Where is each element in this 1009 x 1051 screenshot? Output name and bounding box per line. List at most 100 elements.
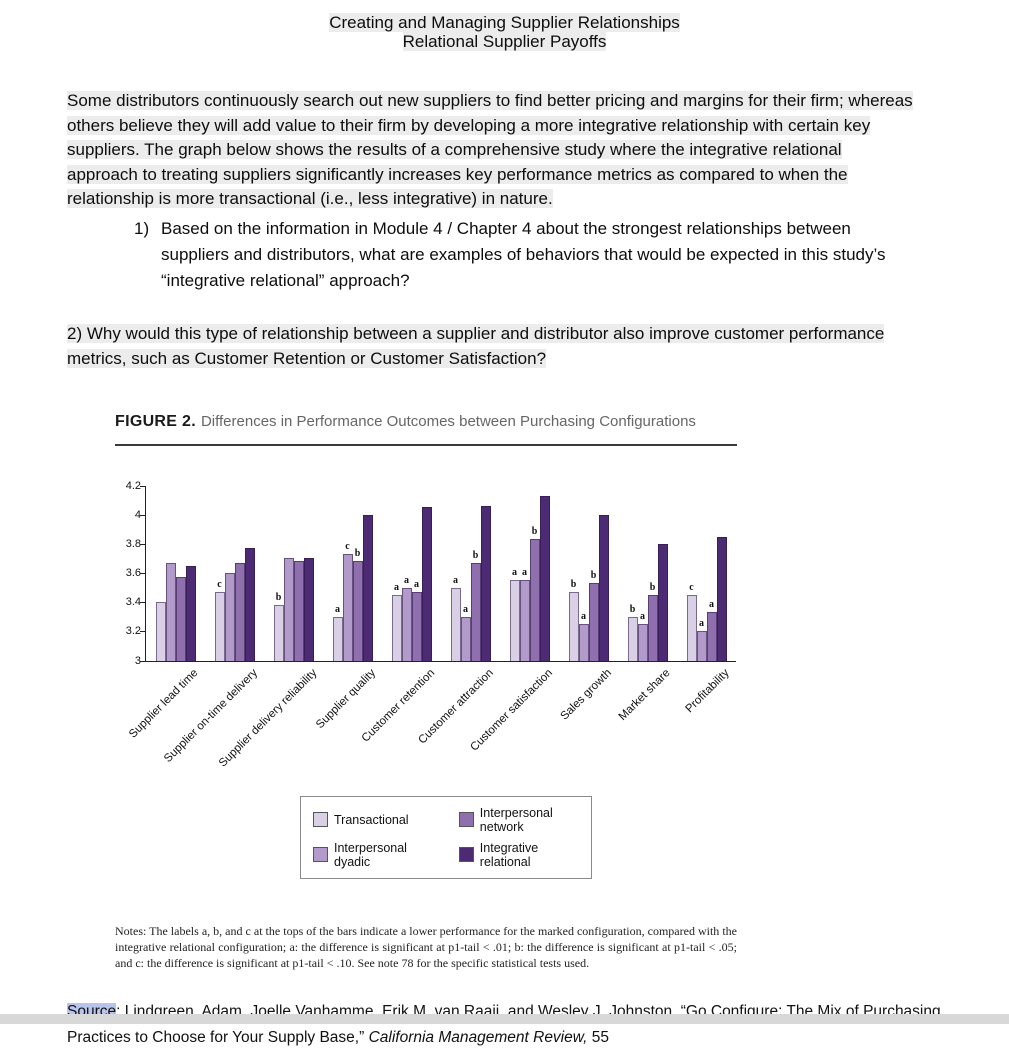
bar-integrative-relational	[716, 536, 727, 661]
significance-letter: b	[629, 603, 636, 615]
legend-swatch-icon	[313, 812, 328, 827]
significance-letter: b	[649, 581, 656, 593]
y-tick-label: 3.6	[125, 567, 141, 579]
significance-letter: c	[217, 578, 222, 590]
significance-letter: a	[414, 578, 419, 590]
y-tick-label: 4.2	[125, 479, 141, 492]
significance-letter: a	[394, 581, 399, 593]
significance-letter: a	[463, 603, 468, 615]
significance-letter: c	[689, 581, 694, 593]
significance-letter: a	[404, 574, 409, 586]
bar-integrative-relational	[185, 565, 196, 661]
bar-interpersonal-dyadic	[342, 554, 353, 661]
significance-letter: a	[640, 611, 645, 623]
bar-interpersonal-network	[647, 594, 658, 661]
source-issue: 55	[587, 1028, 609, 1046]
figure-caption-text: Differences in Performance Outcomes betw…	[200, 412, 696, 430]
chart-y-axis: 3 3.2 3.4 3.6 3.8 4 4.2	[115, 480, 141, 667]
source-journal: California Management Review,	[368, 1028, 588, 1046]
y-tick-label: 3.4	[125, 596, 141, 609]
legend-label: Interpersonal network	[479, 805, 553, 834]
source-citation: Source: Lindgreen, Adam, Joelle Vanhamme…	[67, 999, 947, 1051]
question-1-marker: 1)	[134, 218, 150, 238]
bar-transactional	[273, 605, 284, 661]
page-title-line1-text: Creating and Managing Supplier Relations…	[329, 13, 680, 32]
significance-letter: a	[581, 611, 586, 623]
y-tick-mark	[140, 543, 146, 545]
significance-letter: b	[570, 578, 577, 590]
bar-interpersonal-network	[411, 591, 422, 661]
bar-interpersonal-dyadic	[283, 558, 294, 661]
bar-interpersonal-dyadic	[401, 587, 412, 661]
significance-letter: b	[354, 548, 361, 560]
bar-transactional	[391, 594, 402, 661]
significance-letter: a	[709, 599, 714, 611]
significance-letter: c	[345, 541, 350, 553]
y-tick-label: 3.8	[125, 537, 141, 550]
bar-interpersonal-network	[529, 539, 540, 661]
question-1-text: Based on the information in Module 4 / C…	[161, 218, 886, 290]
bar-interpersonal-dyadic	[637, 624, 648, 661]
x-axis-label: Profitability	[683, 666, 732, 715]
chart-legend: Transactional Interpersonal network Interp…	[300, 795, 592, 879]
bar-transactional	[627, 616, 638, 661]
bar-transactional	[509, 580, 520, 661]
significance-letter: a	[512, 567, 517, 579]
y-tick-mark	[140, 514, 146, 516]
significance-letter: a	[699, 618, 704, 630]
legend-item: Interpersonal network	[458, 805, 579, 834]
significance-letter: b	[590, 570, 597, 582]
page-title-line2: Relational Supplier Payoffs	[0, 32, 1009, 51]
bar-interpersonal-network	[234, 562, 245, 661]
y-tick-mark	[140, 485, 146, 487]
significance-letter: a	[453, 574, 458, 586]
page-title-line2-text: Relational Supplier Payoffs	[402, 32, 607, 51]
bar-integrative-relational	[657, 543, 668, 661]
question-1: 1) Based on the information in Module 4 …	[134, 216, 939, 294]
bar-interpersonal-network	[352, 561, 363, 661]
x-axis-label: Market share	[617, 666, 673, 723]
page-bottom-strip	[0, 1014, 1009, 1024]
bar-interpersonal-dyadic	[519, 580, 530, 661]
bar-transactional	[450, 587, 461, 661]
bar-interpersonal-network	[293, 561, 304, 661]
bar-transactional	[686, 594, 697, 661]
bar-integrative-relational	[303, 558, 314, 661]
page-title: Creating and Managing Supplier Relations…	[0, 0, 1009, 51]
y-tick-label: 3.2	[125, 625, 141, 638]
x-axis-label: Supplier quality	[313, 666, 378, 731]
figure-divider	[115, 443, 737, 446]
legend-item: Transactional	[313, 806, 435, 834]
legend-label: Interpersonal dyadic	[334, 840, 407, 869]
bar-interpersonal-dyadic	[578, 624, 589, 661]
bar-interpersonal-network	[588, 583, 599, 661]
y-tick-mark	[140, 573, 146, 574]
significance-letter: a	[335, 603, 340, 615]
x-axis-label: Supplier delivery reliability	[216, 666, 319, 769]
page-title-line1: Creating and Managing Supplier Relations…	[0, 13, 1009, 32]
y-tick-mark	[140, 631, 146, 633]
intro-paragraph: Some distributors continuously search ou…	[67, 89, 915, 212]
bar-transactional	[214, 591, 225, 661]
significance-letter: a	[522, 567, 527, 579]
y-tick-mark	[140, 602, 146, 604]
y-tick-label: 4	[134, 508, 141, 521]
chart-x-axis-labels: Supplier lead time Supplier on-time deliv…	[115, 663, 737, 788]
intro-paragraph-text: Some distributors continuously search ou…	[67, 91, 913, 208]
legend-swatch-icon	[458, 847, 474, 862]
legend-swatch-icon	[313, 847, 328, 862]
legend-label: Integrative relational	[479, 840, 539, 869]
y-tick-mark	[140, 660, 146, 662]
bar-interpersonal-network	[175, 577, 186, 661]
bar-integrative-relational	[244, 548, 255, 661]
question-2-text: 2) Why would this type of relationship b…	[67, 323, 885, 368]
bar-integrative-relational	[480, 505, 491, 661]
bar-interpersonal-network	[706, 612, 717, 661]
x-axis-label: Sales growth	[558, 666, 614, 722]
bar-transactional	[332, 616, 343, 661]
bar-transactional	[155, 602, 166, 661]
legend-item: Integrative relational	[458, 840, 579, 869]
